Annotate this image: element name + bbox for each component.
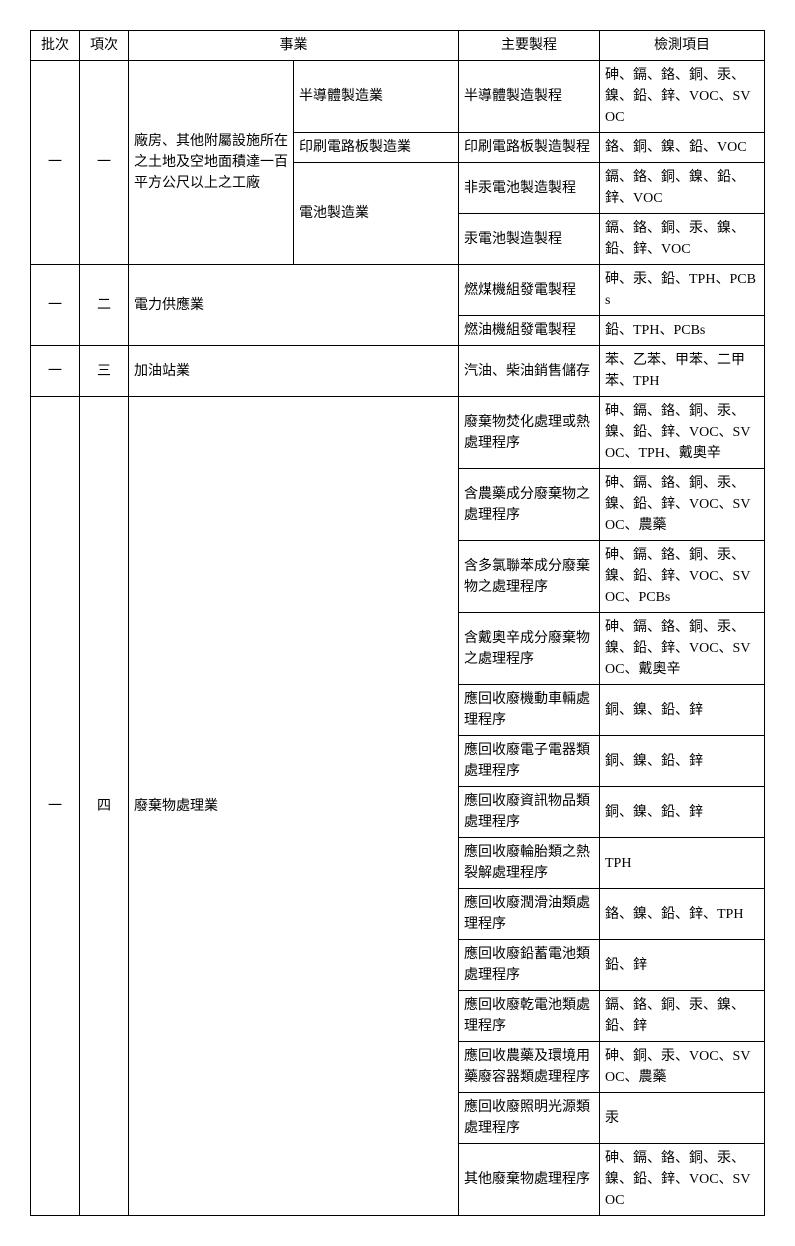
cell-process: 燃煤機組發電製程 — [459, 265, 600, 316]
cell-test: TPH — [600, 838, 765, 889]
cell-process: 應回收農藥及環境用藥廢容器類處理程序 — [459, 1042, 600, 1093]
cell-batch: 一 — [31, 346, 80, 397]
table-row: 一 四 廢棄物處理業 廢棄物焚化處理或熱處理程序 砷、鎘、鉻、銅、汞、鎳、鉛、鋅… — [31, 397, 765, 469]
cell-item: 一 — [80, 61, 129, 265]
cell-process: 應回收廢照明光源類處理程序 — [459, 1093, 600, 1144]
cell-process: 應回收廢乾電池類處理程序 — [459, 991, 600, 1042]
cell-batch: 一 — [31, 265, 80, 346]
cell-test: 砷、銅、汞、VOC、SVOC、農藥 — [600, 1042, 765, 1093]
cell-test: 砷、鎘、鉻、銅、汞、鎳、鉛、鋅、VOC、SVOC、PCBs — [600, 541, 765, 613]
cell-biz: 電力供應業 — [129, 265, 459, 346]
cell-biz: 加油站業 — [129, 346, 459, 397]
header-test: 檢測項目 — [600, 31, 765, 61]
cell-process: 廢棄物焚化處理或熱處理程序 — [459, 397, 600, 469]
header-process: 主要製程 — [459, 31, 600, 61]
cell-test: 砷、鎘、鉻、銅、汞、鎳、鉛、鋅、VOC、SVOC、TPH、戴奧辛 — [600, 397, 765, 469]
cell-biz2: 印刷電路板製造業 — [294, 133, 459, 163]
cell-test: 鎘、鉻、銅、汞、鎳、鉛、鋅 — [600, 991, 765, 1042]
cell-process: 應回收廢資訊物品類處理程序 — [459, 787, 600, 838]
cell-test: 砷、鎘、鉻、銅、汞、鎳、鉛、鋅、VOC、SVOC、農藥 — [600, 469, 765, 541]
table-row: 一 一 廠房、其他附屬設施所在之土地及空地面積達一百平方公尺以上之工廠 半導體製… — [31, 61, 765, 133]
cell-process: 汽油、柴油銷售儲存 — [459, 346, 600, 397]
cell-test: 苯、乙苯、甲苯、二甲苯、TPH — [600, 346, 765, 397]
cell-item: 二 — [80, 265, 129, 346]
cell-test: 鉛、鋅 — [600, 940, 765, 991]
cell-process: 含多氯聯苯成分廢棄物之處理程序 — [459, 541, 600, 613]
table-header-row: 批次 項次 事業 主要製程 檢測項目 — [31, 31, 765, 61]
cell-test: 汞 — [600, 1093, 765, 1144]
cell-test: 砷、鎘、鉻、銅、汞、鎳、鉛、鋅、VOC、SVOC、戴奧辛 — [600, 613, 765, 685]
cell-test: 砷、鎘、鉻、銅、汞、鎳、鉛、鋅、VOC、SVOC — [600, 1144, 765, 1216]
cell-process: 印刷電路板製造製程 — [459, 133, 600, 163]
cell-process: 含戴奧辛成分廢棄物之處理程序 — [459, 613, 600, 685]
cell-biz2: 半導體製造業 — [294, 61, 459, 133]
header-batch: 批次 — [31, 31, 80, 61]
table-row: 一 二 電力供應業 燃煤機組發電製程 砷、汞、鉛、TPH、PCBs — [31, 265, 765, 316]
cell-process: 非汞電池製造製程 — [459, 163, 600, 214]
cell-process: 燃油機組發電製程 — [459, 316, 600, 346]
cell-process: 汞電池製造製程 — [459, 214, 600, 265]
cell-test: 砷、鎘、鉻、銅、汞、鎳、鉛、鋅、VOC、SVOC — [600, 61, 765, 133]
cell-biz2: 電池製造業 — [294, 163, 459, 265]
cell-test: 鎘、鉻、銅、鎳、鉛、鋅、VOC — [600, 163, 765, 214]
cell-test: 銅、鎳、鉛、鋅 — [600, 685, 765, 736]
cell-item: 四 — [80, 397, 129, 1216]
cell-process: 含農藥成分廢棄物之處理程序 — [459, 469, 600, 541]
cell-process: 應回收廢鉛蓄電池類處理程序 — [459, 940, 600, 991]
cell-test: 鎘、鉻、銅、汞、鎳、鉛、鋅、VOC — [600, 214, 765, 265]
cell-item: 三 — [80, 346, 129, 397]
cell-test: 鉻、銅、鎳、鉛、VOC — [600, 133, 765, 163]
cell-batch: 一 — [31, 397, 80, 1216]
cell-process: 其他廢棄物處理程序 — [459, 1144, 600, 1216]
regulation-table: 批次 項次 事業 主要製程 檢測項目 一 一 廠房、其他附屬設施所在之土地及空地… — [30, 30, 765, 1216]
cell-process: 應回收廢輪胎類之熱裂解處理程序 — [459, 838, 600, 889]
cell-test: 銅、鎳、鉛、鋅 — [600, 787, 765, 838]
cell-process: 應回收廢潤滑油類處理程序 — [459, 889, 600, 940]
header-item: 項次 — [80, 31, 129, 61]
header-business: 事業 — [129, 31, 459, 61]
cell-test: 銅、鎳、鉛、鋅 — [600, 736, 765, 787]
cell-test: 鉛、TPH、PCBs — [600, 316, 765, 346]
cell-biz: 廢棄物處理業 — [129, 397, 459, 1216]
cell-process: 應回收廢機動車輛處理程序 — [459, 685, 600, 736]
table-row: 一 三 加油站業 汽油、柴油銷售儲存 苯、乙苯、甲苯、二甲苯、TPH — [31, 346, 765, 397]
cell-test: 鉻、鎳、鉛、鋅、TPH — [600, 889, 765, 940]
cell-biz1: 廠房、其他附屬設施所在之土地及空地面積達一百平方公尺以上之工廠 — [129, 61, 294, 265]
cell-batch: 一 — [31, 61, 80, 265]
cell-test: 砷、汞、鉛、TPH、PCBs — [600, 265, 765, 316]
cell-process: 應回收廢電子電器類處理程序 — [459, 736, 600, 787]
cell-process: 半導體製造製程 — [459, 61, 600, 133]
